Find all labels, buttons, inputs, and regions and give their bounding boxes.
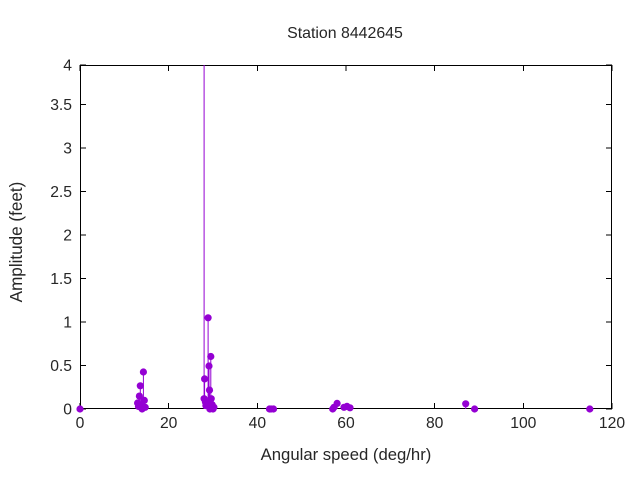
- svg-text:1.5: 1.5: [50, 271, 72, 288]
- svg-text:60: 60: [337, 415, 355, 432]
- svg-text:0: 0: [76, 415, 85, 432]
- svg-text:Angular speed (deg/hr): Angular speed (deg/hr): [261, 445, 432, 464]
- svg-text:20: 20: [160, 415, 178, 432]
- svg-text:2: 2: [63, 228, 72, 245]
- svg-text:Station 8442645: Station 8442645: [287, 25, 403, 42]
- svg-text:0: 0: [63, 402, 72, 419]
- svg-text:100: 100: [510, 415, 536, 432]
- svg-text:120: 120: [599, 415, 625, 432]
- svg-text:80: 80: [426, 415, 444, 432]
- svg-text:4: 4: [63, 58, 72, 75]
- svg-text:1: 1: [63, 315, 72, 332]
- svg-text:Amplitude (feet): Amplitude (feet): [7, 182, 26, 303]
- svg-text:3: 3: [63, 141, 72, 158]
- svg-text:3.5: 3.5: [50, 97, 72, 114]
- svg-text:0.5: 0.5: [50, 358, 72, 375]
- svg-text:2.5: 2.5: [50, 184, 72, 201]
- svg-text:40: 40: [249, 415, 267, 432]
